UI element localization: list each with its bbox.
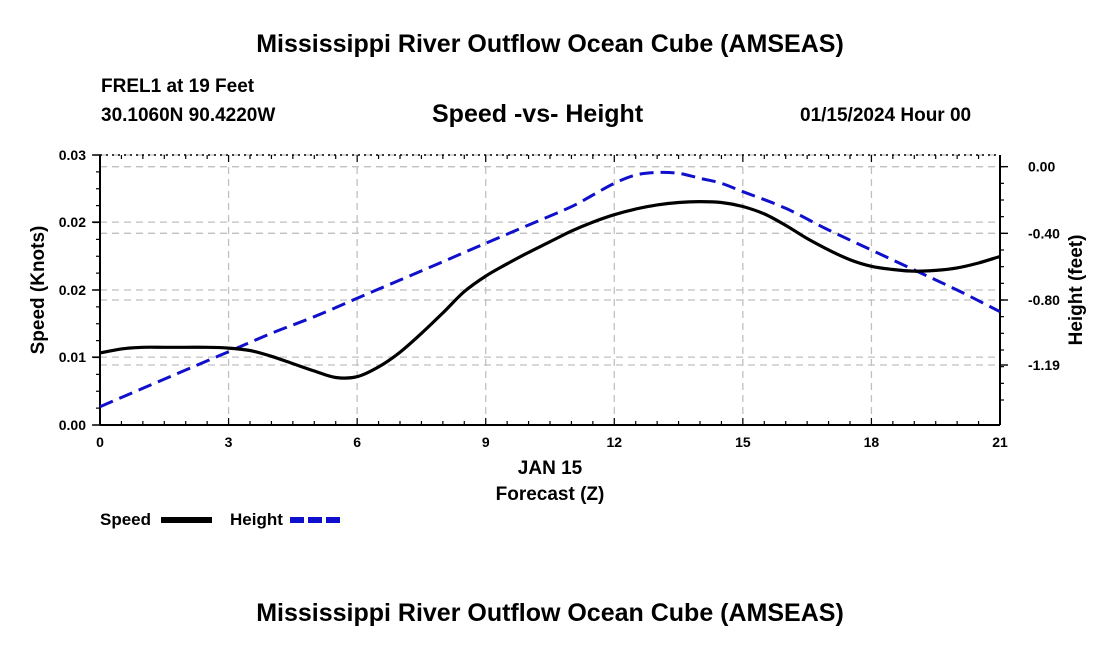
- right-axis-title: Height (feet): [1066, 235, 1087, 346]
- axis-ticks: 0 3 6 9 12 15 18 21 0.00 0.01 0.02 0.02 0.03 0.00 -0.4…: [59, 147, 1060, 450]
- legend-speed-label: Speed: [100, 510, 151, 529]
- right-tick-label: -1.19: [1028, 357, 1060, 373]
- height-series-line: [99, 170, 1001, 409]
- left-tick-label: 0.03: [59, 147, 86, 163]
- station-label: FREL1 at 19 Feet: [101, 76, 255, 97]
- legend: Speed Height: [100, 510, 342, 529]
- left-axis-title: Speed (Knots): [28, 226, 49, 355]
- left-tick-label: 0.02: [59, 214, 86, 230]
- right-tick-label: -0.40: [1028, 225, 1060, 241]
- grid-lines: [100, 154, 1000, 425]
- speed-series-line: [99, 199, 1001, 380]
- repeat-title: Mississippi River Outflow Ocean Cube (AM…: [256, 599, 844, 627]
- x-tick-label: 15: [735, 434, 751, 450]
- data-series: [99, 170, 1001, 409]
- chart-main-title: Mississippi River Outflow Ocean Cube (AM…: [256, 30, 844, 58]
- x-tick-label: 18: [864, 434, 880, 450]
- x-tick-label: 6: [353, 434, 361, 450]
- right-tick-label: -0.80: [1028, 292, 1060, 308]
- left-tick-label: 0.02: [59, 282, 86, 298]
- left-tick-label: 0.00: [59, 417, 86, 433]
- x-tick-label: 21: [992, 434, 1008, 450]
- x-tick-label: 12: [606, 434, 622, 450]
- station-coordinates: 30.1060N 90.4220W: [101, 105, 276, 126]
- chart-subtitle: Speed -vs- Height: [432, 100, 644, 128]
- axis-labels: JAN 15 Forecast (Z) Speed (Knots) Height…: [28, 226, 1087, 505]
- x-tick-label: 9: [482, 434, 490, 450]
- legend-height-label: Height: [230, 510, 283, 529]
- x-axis-title: Forecast (Z): [496, 484, 605, 505]
- x-axis-date-label: JAN 15: [518, 458, 583, 479]
- x-tick-label: 0: [96, 434, 104, 450]
- right-tick-label: 0.00: [1028, 159, 1055, 175]
- forecast-datetime: 01/15/2024 Hour 00: [800, 105, 972, 126]
- x-tick-label: 3: [225, 434, 233, 450]
- left-tick-label: 0.01: [59, 349, 86, 365]
